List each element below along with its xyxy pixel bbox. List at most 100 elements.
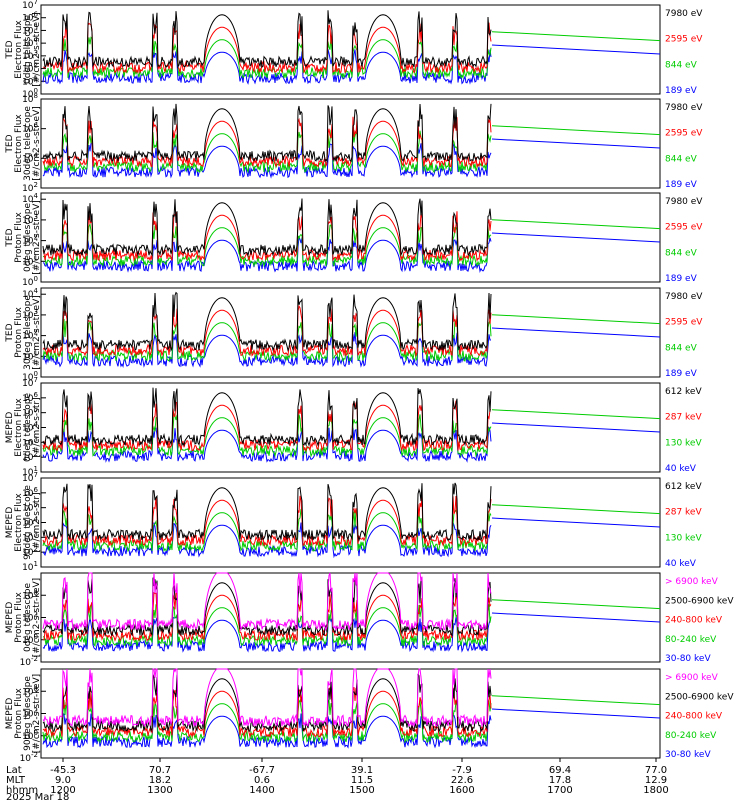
y-axis-label: 30deg telescope	[23, 106, 33, 181]
series-trace	[42, 400, 492, 453]
x-tick-label-lat: 69.4	[549, 765, 571, 776]
panel-frame	[40, 192, 661, 283]
legend-entry: 240-800 keV	[665, 616, 723, 626]
y-axis-label: MEPED	[5, 507, 15, 539]
legend-entry: 287 keV	[665, 413, 702, 423]
y-axis-label: Proton Flux	[14, 688, 24, 739]
extrapolation-line	[491, 138, 661, 149]
time-axis: Lat MLT hhmm 2025 Mar 18 -45.3 70.7 -67.7 3…	[6, 758, 669, 800]
legend-entry: 80-240 keV	[665, 635, 717, 645]
legend-entry: 844 eV	[665, 154, 698, 164]
y-axis-label: [#/cm2-s-str-eV]	[32, 200, 42, 275]
series-trace	[42, 198, 492, 258]
y-axis-label: [#/cm2-s-str-keV]	[32, 674, 42, 753]
y-axis-label: Proton Flux	[14, 307, 24, 358]
legend-entry: 7980 eV	[665, 9, 703, 19]
series-trace	[42, 686, 492, 739]
legend-entry: 2595 eV	[665, 35, 703, 45]
y-axis-label: [#/cm2-s-str-eV]	[32, 12, 42, 87]
x-tick-label-hhmm: 1800	[643, 785, 668, 796]
series-trace	[42, 412, 492, 458]
x-tick-label-mlt: 9.0	[55, 775, 71, 786]
x-tick-label-hhmm: 1300	[147, 785, 172, 796]
legend-entry: 844 eV	[665, 60, 698, 70]
series-trace	[42, 591, 492, 643]
y-tick-label: 101	[22, 560, 38, 573]
extrapolation-line	[491, 232, 661, 243]
mlt-row-label: MLT	[6, 775, 26, 786]
extrapolation-line	[491, 327, 661, 338]
x-tick-label-hhmm: 1700	[547, 785, 572, 796]
legend-entry: 7980 eV	[665, 292, 703, 302]
legend-entry: 7980 eV	[665, 197, 703, 207]
x-tick-label-hhmm: 1600	[449, 785, 474, 796]
x-tick-label-mlt: 18.2	[149, 775, 171, 786]
legend-entry: 189 eV	[665, 180, 698, 190]
x-tick-label-mlt: 22.6	[451, 775, 473, 786]
series-trace	[42, 576, 492, 637]
extrapolation-line	[491, 612, 661, 623]
series-trace	[42, 304, 492, 358]
panel-frame	[40, 98, 661, 189]
extrapolation-line	[491, 409, 661, 420]
legend-entry: 130 keV	[665, 533, 702, 543]
x-tick-label-mlt: 0.6	[254, 775, 270, 786]
extrapolation-line	[491, 31, 661, 42]
legend-entry: 612 keV	[665, 482, 702, 492]
series-trace	[42, 291, 492, 353]
y-axis-label: [#/cm2-s-str-eV]	[32, 295, 42, 370]
series-trace	[42, 616, 492, 653]
y-axis-label: TED	[5, 134, 15, 153]
extrapolation-line	[491, 599, 661, 610]
series-trace	[42, 427, 492, 463]
y-axis-label: MEPED	[5, 698, 15, 730]
y-tick-label: 100	[22, 275, 38, 288]
x-tick-label-mlt: 11.5	[351, 775, 373, 786]
extrapolation-line	[491, 517, 661, 528]
x-tick-label-lat: 39.1	[351, 765, 373, 776]
series-trace	[42, 141, 492, 179]
y-axis-label: TED	[5, 228, 15, 247]
y-axis-label: 0deg telescope	[23, 15, 33, 85]
y-axis-label: Electron Flux	[14, 493, 24, 552]
legend-entry: 80-240 keV	[665, 731, 717, 741]
series-trace	[42, 387, 492, 448]
series-trace	[42, 698, 492, 744]
series-trace	[42, 332, 491, 369]
legend-entry: 40 keV	[665, 559, 697, 569]
y-axis-label: TED	[5, 40, 15, 59]
legend-entry: 844 eV	[665, 248, 698, 258]
y-axis-label: 90deg telescope	[23, 485, 33, 560]
extrapolation-line	[491, 695, 661, 706]
x-tick-label-hhmm: 1200	[50, 785, 75, 796]
lat-row-label: Lat	[6, 765, 22, 776]
y-axis-label: 30deg telescope	[23, 295, 33, 370]
legend-entry: 2595 eV	[665, 318, 703, 328]
y-axis-label: [#/cm2-s-str]	[32, 397, 42, 457]
series-trace	[42, 36, 492, 80]
legend-entry: 2500-6900 keV	[665, 692, 734, 702]
series-trace	[42, 129, 492, 174]
legend-entry: 287 keV	[665, 508, 702, 518]
legend-entry: 130 keV	[665, 438, 702, 448]
legend-entry: 30-80 keV	[665, 750, 711, 760]
extrapolation-line	[491, 44, 661, 55]
series-trace	[42, 235, 492, 273]
y-axis-label: MEPED	[5, 602, 15, 634]
legend-entry: 30-80 keV	[665, 654, 711, 664]
legend-entry: 2500-6900 keV	[665, 596, 734, 606]
series-trace	[42, 495, 492, 548]
y-axis-label: [#/cm2-s-str-keV]	[32, 578, 42, 657]
legend-entry: 189 eV	[665, 86, 698, 96]
legend-entry: 189 eV	[665, 369, 698, 379]
y-axis-label: 90deg telescope	[23, 676, 33, 751]
